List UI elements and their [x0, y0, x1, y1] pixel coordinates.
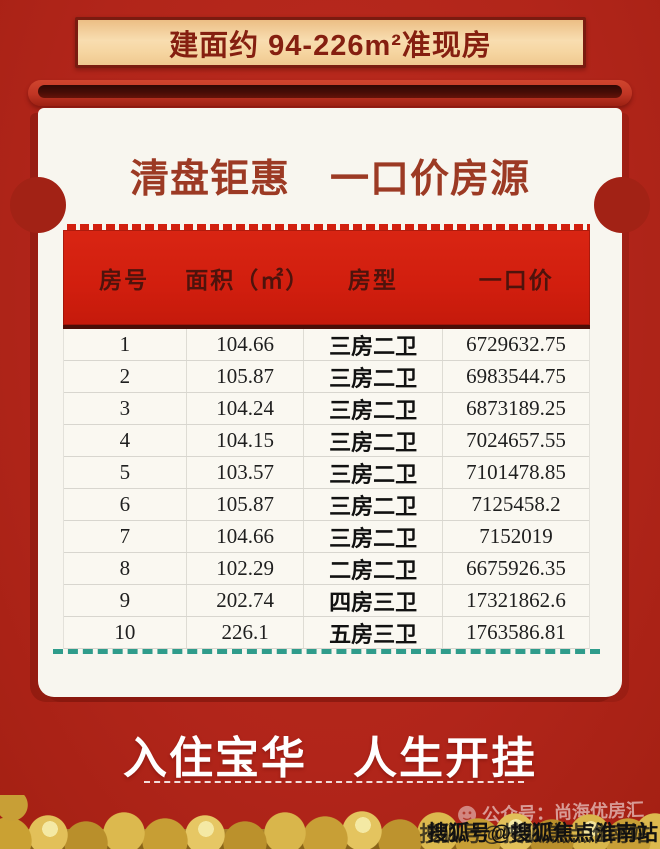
- price-value: 7101478.85: [441, 457, 589, 488]
- promo-banner-text: 建面约 94-226m²准现房: [169, 29, 492, 62]
- table-row: 7 104.66 三房二卫 7152019: [64, 521, 589, 553]
- room-number: 9: [119, 588, 131, 612]
- table-perforated-edge: [63, 224, 590, 230]
- price-table: 房号 面积（㎡） 房型 一口价 1 104.66 三房二卫 6729632.75…: [63, 224, 590, 649]
- layout-value: 三房二卫: [303, 521, 442, 552]
- area-value: 102.29: [185, 553, 304, 584]
- area-value: 104.24: [185, 393, 304, 424]
- gold-coins: [0, 795, 660, 849]
- price-value: 17321862.6: [441, 585, 589, 616]
- bottom-slogan: 入住宝华 人生开挂: [123, 734, 537, 783]
- price-value: 7125458.2: [441, 489, 589, 520]
- layout-value: 二房二卫: [303, 553, 442, 584]
- price-value: 7024657.55: [441, 425, 589, 456]
- table-row: 1 104.66 三房二卫 6729632.75: [64, 329, 589, 361]
- table-row: 2 105.87 三房二卫 6983544.75: [64, 361, 589, 393]
- table-header-area: 面积（㎡）: [185, 266, 311, 293]
- room-number: 8: [119, 556, 131, 580]
- room-number: 7: [119, 524, 131, 548]
- scroll-curl-right: [594, 177, 650, 233]
- layout-value: 三房二卫: [303, 489, 442, 520]
- table-header-room: 房号: [99, 266, 150, 293]
- room-number: 1: [119, 332, 131, 356]
- table-header-price: 一口价: [478, 266, 554, 293]
- poster-title: 清盘钜惠 一口价房源: [129, 158, 530, 201]
- layout-value: 四房三卫: [303, 585, 442, 616]
- room-number: 5: [119, 460, 131, 484]
- paper-panel: 清盘钜惠 一口价房源 房号 面积（㎡） 房型 一口价 1 104.66 三房二卫…: [38, 108, 622, 697]
- slogan-dotted-underline: [144, 781, 524, 783]
- promo-banner: 建面约 94-226m²准现房: [75, 17, 586, 68]
- teal-dashed-divider: [53, 649, 600, 654]
- room-number: 6: [119, 492, 131, 516]
- table-row: 4 104.15 三房二卫 7024657.55: [64, 425, 589, 457]
- layout-value: 三房二卫: [303, 393, 442, 424]
- price-value: 6983544.75: [441, 361, 589, 392]
- scroll-curl-left: [10, 177, 66, 233]
- table-row: 9 202.74 四房三卫 17321862.6: [64, 585, 589, 617]
- area-value: 104.15: [185, 425, 304, 456]
- price-value: 6675926.35: [441, 553, 589, 584]
- room-number: 4: [119, 428, 131, 452]
- room-number: 10: [114, 620, 136, 644]
- layout-value: 三房二卫: [303, 329, 442, 360]
- table-row: 5 103.57 三房二卫 7101478.85: [64, 457, 589, 489]
- table-header-row: 房号 面积（㎡） 房型 一口价: [63, 230, 590, 329]
- area-value: 105.87: [185, 361, 304, 392]
- scroll-rod-core: [38, 85, 622, 98]
- scroll-rod: [28, 80, 632, 106]
- room-number: 3: [119, 396, 131, 420]
- layout-value: 五房三卫: [303, 617, 442, 648]
- price-value: 7152019: [441, 521, 589, 552]
- layout-value: 三房二卫: [303, 425, 442, 456]
- table-row: 10 226.1 五房三卫 1763586.81: [64, 617, 589, 649]
- price-value: 1763586.81: [441, 617, 589, 648]
- price-value: 6729632.75: [441, 329, 589, 360]
- table-row: 6 105.87 三房二卫 7125458.2: [64, 489, 589, 521]
- table-row: 8 102.29 二房二卫 6675926.35: [64, 553, 589, 585]
- room-number: 2: [119, 364, 131, 388]
- layout-value: 三房二卫: [303, 457, 442, 488]
- table-body: 1 104.66 三房二卫 6729632.75 2 105.87 三房二卫 6…: [63, 329, 590, 649]
- table-row: 3 104.24 三房二卫 6873189.25: [64, 393, 589, 425]
- area-value: 226.1: [185, 617, 304, 648]
- area-value: 104.66: [185, 329, 304, 360]
- area-value: 103.57: [185, 457, 304, 488]
- area-value: 104.66: [185, 521, 304, 552]
- price-value: 6873189.25: [441, 393, 589, 424]
- area-value: 202.74: [185, 585, 304, 616]
- sohu-watermark: 搜狐号@搜狐焦点淮南站: [427, 822, 658, 845]
- area-value: 105.87: [185, 489, 304, 520]
- layout-value: 三房二卫: [303, 361, 442, 392]
- table-header-layout: 房型: [347, 266, 398, 293]
